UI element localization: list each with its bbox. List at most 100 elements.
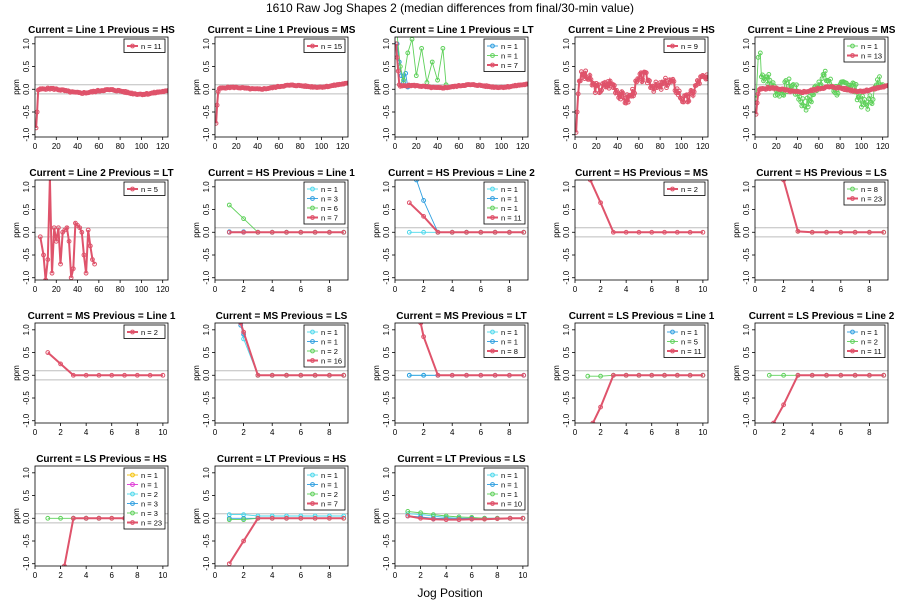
legend: n = 1n = 13	[843, 38, 886, 63]
data-point	[405, 509, 411, 514]
legend-label: n = 1	[321, 328, 338, 337]
y-tick-label: 0.5	[562, 346, 571, 358]
data-point	[327, 515, 332, 521]
x-tick-label: 100	[675, 142, 689, 151]
x-tick-label: 2	[241, 285, 246, 294]
data-point	[687, 229, 693, 235]
data-point	[838, 229, 844, 235]
data-point	[610, 229, 616, 235]
plot-frame	[394, 36, 529, 138]
data-point	[64, 225, 70, 231]
x-tick-label: 0	[33, 285, 38, 294]
data-point	[881, 229, 887, 235]
data-point	[312, 372, 318, 378]
data-point	[799, 103, 805, 109]
data-point	[37, 234, 43, 240]
series-1	[35, 85, 168, 131]
legend-label: n = 1	[681, 328, 698, 337]
x-tick-label: 80	[116, 285, 125, 294]
y-tick-label: 0.5	[382, 60, 391, 72]
y-tick-label: -1.0	[742, 127, 751, 141]
data-point	[687, 372, 693, 378]
data-point	[781, 92, 787, 98]
data-point	[406, 372, 412, 378]
y-tick-label: -1.0	[382, 270, 391, 284]
y-tick-label: 0.0	[382, 226, 391, 238]
y-tick-label: -1.0	[22, 556, 31, 570]
legend-label: n = 2	[681, 185, 698, 194]
series-line	[419, 323, 524, 377]
x-tick-label: 0	[573, 142, 578, 151]
x-tick-label: 6	[299, 571, 304, 580]
legend-label: n = 1	[141, 471, 158, 480]
data-point	[653, 79, 659, 85]
legend-label: n = 6	[321, 204, 338, 213]
data-point	[786, 76, 792, 82]
legend-marker	[670, 43, 675, 49]
legend-box	[663, 181, 706, 196]
legend-box	[303, 38, 346, 53]
x-tick-label: 10	[158, 571, 167, 580]
legend-marker	[310, 491, 315, 497]
x-tick-label: 8	[867, 428, 872, 437]
y-tick-label: -1.0	[742, 270, 751, 284]
panel-title: Current = LT Previous = LS	[397, 454, 526, 465]
y-tick-label: -0.5	[202, 534, 211, 548]
legend-marker	[670, 339, 675, 344]
legend: n = 9	[663, 38, 706, 53]
panel-8: Current = HS Previous = Line 2 ppm -1.0 -0.…	[372, 168, 535, 294]
legend-label: n = 2	[321, 347, 338, 356]
x-tick-label: 10	[158, 428, 167, 437]
data-point	[766, 372, 772, 378]
legend-marker	[310, 215, 315, 220]
data-point	[418, 510, 423, 516]
x-tick-label: 60	[94, 142, 103, 151]
legend-marker	[490, 491, 495, 497]
y-tick-label: 0.0	[202, 83, 211, 95]
panel-15: Current = LS Previous = Line 2 ppm -1.0 -0.…	[732, 311, 895, 437]
data-point	[587, 73, 593, 78]
x-tick-label: 100	[135, 142, 149, 151]
data-point	[403, 70, 409, 76]
panel-title: Current = LS Previous = Line 1	[569, 311, 715, 322]
x-tick-label: 6	[650, 428, 655, 437]
x-tick-label: 20	[52, 142, 61, 151]
y-axis-label: ppm	[552, 365, 561, 381]
y-tick-label: 0.5	[22, 203, 31, 215]
legend-marker	[490, 196, 495, 201]
x-tick-label: 60	[454, 142, 463, 151]
plot-frame	[574, 179, 709, 281]
data-point	[81, 252, 87, 258]
data-point	[284, 372, 289, 378]
data-point	[298, 515, 304, 521]
x-tick-label: 10	[698, 428, 707, 437]
x-tick-label: 80	[296, 142, 305, 151]
data-point	[869, 101, 875, 107]
legend-marker	[130, 329, 135, 335]
data-point	[464, 372, 469, 378]
y-axis-label: ppm	[12, 365, 21, 381]
legend-marker	[490, 339, 495, 344]
x-tick-label: 4	[84, 571, 89, 580]
data-point	[697, 81, 702, 86]
data-point	[443, 517, 449, 523]
x-tick-label: 0	[33, 428, 38, 437]
data-point	[798, 99, 804, 105]
series-line	[589, 180, 703, 234]
data-point	[855, 94, 861, 100]
legend: n = 11	[123, 38, 166, 53]
y-tick-label: 0.5	[202, 346, 211, 358]
x-tick-label: 4	[624, 428, 629, 437]
y-tick-label: 0.5	[202, 60, 211, 72]
x-tick-label: 8	[135, 571, 140, 580]
legend: n = 1n = 1n = 2n = 3n = 3n = 23	[123, 467, 166, 530]
y-tick-label: 0.0	[202, 512, 211, 524]
legend-label: n = 9	[681, 42, 698, 51]
legend-label: n = 15	[321, 42, 342, 51]
data-point	[160, 372, 166, 378]
y-tick-label: -1.0	[562, 270, 571, 284]
x-tick-label: 2	[58, 428, 63, 437]
y-tick-label: -0.5	[22, 105, 31, 119]
y-tick-label: 0.5	[562, 60, 571, 72]
data-point	[109, 372, 115, 378]
